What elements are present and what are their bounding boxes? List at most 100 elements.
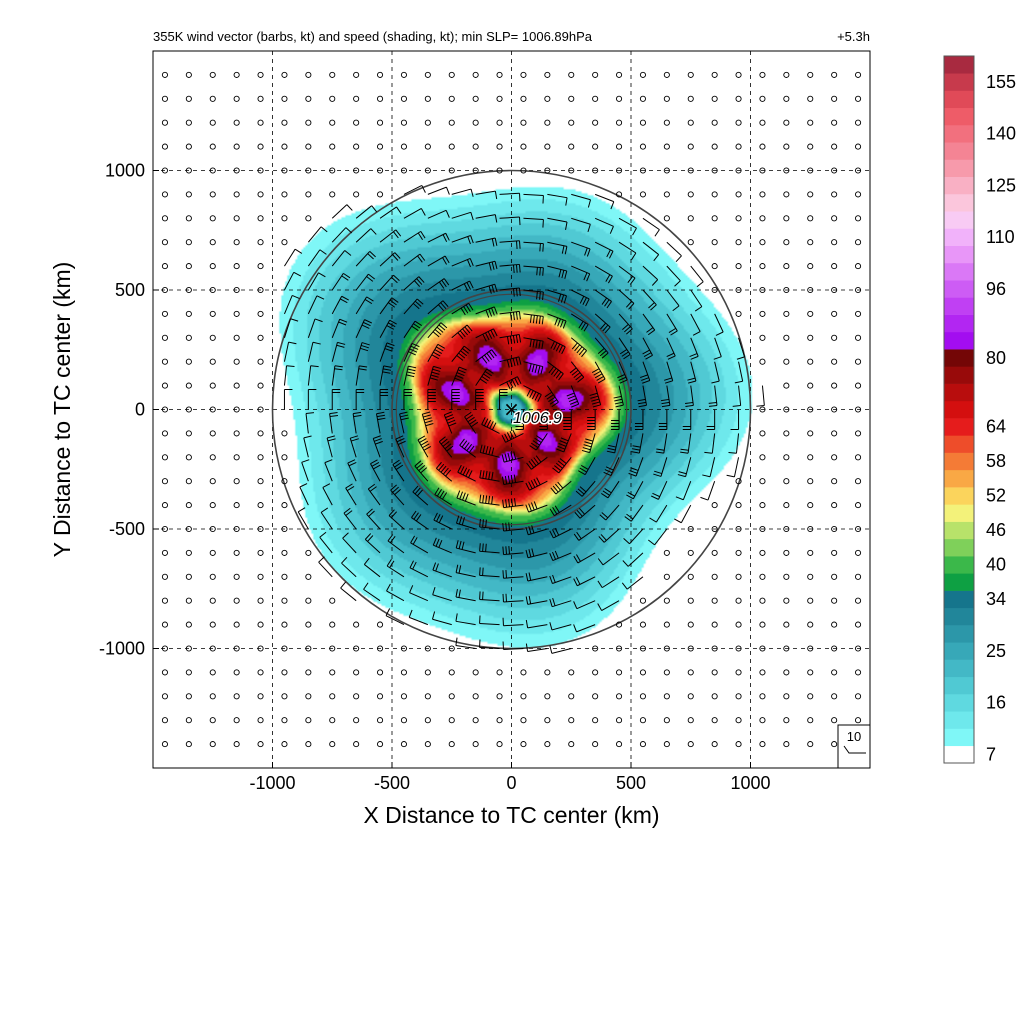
calm-wind-marker xyxy=(783,669,790,676)
wind-barb xyxy=(433,512,452,530)
wind-barb xyxy=(499,287,521,297)
calm-wind-marker xyxy=(233,502,240,509)
calm-wind-marker xyxy=(376,717,384,724)
calm-wind-marker xyxy=(353,119,360,126)
calm-wind-marker xyxy=(759,741,766,748)
calm-wind-marker xyxy=(329,71,336,78)
calm-wind-marker xyxy=(329,669,336,676)
wind-barb xyxy=(479,543,500,554)
wind-barb xyxy=(403,276,425,291)
wind-barb xyxy=(523,217,544,228)
calm-wind-marker xyxy=(376,167,384,174)
wind-barb xyxy=(642,265,659,286)
wind-barb xyxy=(307,295,325,315)
colorbar-cell xyxy=(944,452,974,471)
calm-wind-marker xyxy=(807,167,814,174)
calm-wind-marker xyxy=(568,693,575,700)
calm-wind-marker xyxy=(520,119,527,126)
calm-wind-marker xyxy=(663,95,670,102)
wind-barb xyxy=(569,361,585,383)
calm-wind-marker xyxy=(329,191,336,198)
wind-barb xyxy=(547,241,568,255)
wind-barb xyxy=(594,289,612,309)
calm-wind-marker xyxy=(257,406,264,413)
calm-wind-marker xyxy=(783,693,790,700)
calm-wind-marker xyxy=(759,525,766,533)
calm-wind-marker xyxy=(687,191,694,198)
colorbar-tick-label: 58 xyxy=(986,451,1006,471)
calm-wind-marker xyxy=(520,717,527,724)
wind-barb xyxy=(547,289,567,304)
wind-barb xyxy=(386,558,405,578)
calm-wind-marker xyxy=(783,525,790,533)
calm-wind-marker xyxy=(424,645,431,652)
calm-wind-marker xyxy=(807,310,814,317)
wind-barb xyxy=(690,289,703,312)
wind-barb xyxy=(395,435,406,458)
calm-wind-marker xyxy=(663,167,670,174)
calm-wind-marker xyxy=(305,215,312,222)
calm-wind-marker xyxy=(185,239,192,246)
calm-wind-marker xyxy=(161,406,168,413)
colorbar-cell xyxy=(944,435,974,453)
calm-wind-marker xyxy=(400,669,408,676)
calm-wind-marker xyxy=(831,358,838,365)
calm-wind-marker xyxy=(855,215,862,222)
wind-barb xyxy=(677,457,692,478)
wind-barb xyxy=(379,252,401,267)
calm-wind-marker xyxy=(759,478,766,485)
wind-barb xyxy=(573,576,596,587)
calm-wind-marker xyxy=(496,71,503,78)
calm-wind-marker xyxy=(209,71,216,78)
calm-wind-marker xyxy=(209,669,216,676)
wind-barb xyxy=(547,217,568,230)
colorbar-cell xyxy=(944,400,974,419)
colorbar-cell xyxy=(944,245,974,264)
wind-barb xyxy=(526,455,548,470)
calm-wind-marker xyxy=(520,95,527,102)
wind-barb xyxy=(479,469,500,482)
calm-wind-marker xyxy=(496,741,503,748)
calm-wind-marker xyxy=(305,95,312,102)
calm-wind-marker xyxy=(783,717,790,724)
colorbar-tick-label: 16 xyxy=(986,693,1006,713)
calm-wind-marker xyxy=(759,549,766,556)
calm-wind-marker xyxy=(735,143,742,150)
calm-wind-marker xyxy=(711,71,718,78)
wind-barb xyxy=(427,255,450,267)
wind-barb xyxy=(319,531,333,554)
calm-wind-marker xyxy=(233,167,240,174)
calm-wind-marker xyxy=(209,215,216,222)
wind-barb xyxy=(367,483,381,506)
wind-barb xyxy=(702,457,716,478)
calm-wind-marker xyxy=(257,143,264,150)
calm-wind-marker xyxy=(185,215,192,222)
calm-wind-marker xyxy=(807,454,814,461)
wind-barb xyxy=(499,192,521,202)
calm-wind-marker xyxy=(520,693,527,700)
calm-wind-marker xyxy=(639,717,647,724)
calm-wind-marker xyxy=(233,621,240,628)
calm-wind-marker xyxy=(807,549,814,556)
calm-wind-marker xyxy=(448,717,455,724)
calm-wind-marker xyxy=(281,430,288,437)
wind-barb xyxy=(283,295,300,315)
calm-wind-marker xyxy=(735,167,742,174)
calm-wind-marker xyxy=(233,669,240,676)
wind-barb xyxy=(594,241,614,259)
calm-wind-marker xyxy=(687,167,694,174)
calm-wind-marker xyxy=(807,286,814,294)
wind-barb xyxy=(689,337,699,360)
calm-wind-marker xyxy=(855,167,862,174)
x-tick-label: 500 xyxy=(616,773,646,793)
wind-barb xyxy=(624,504,644,522)
wind-barb xyxy=(549,527,572,539)
calm-wind-marker xyxy=(185,430,192,437)
calm-wind-marker xyxy=(831,621,838,628)
wind-barb xyxy=(591,361,606,384)
calm-wind-marker xyxy=(209,478,216,485)
calm-wind-marker xyxy=(735,693,742,700)
x-tick-label: -1000 xyxy=(249,773,295,793)
colorbar-cell xyxy=(944,728,974,747)
calm-wind-marker xyxy=(687,669,694,676)
